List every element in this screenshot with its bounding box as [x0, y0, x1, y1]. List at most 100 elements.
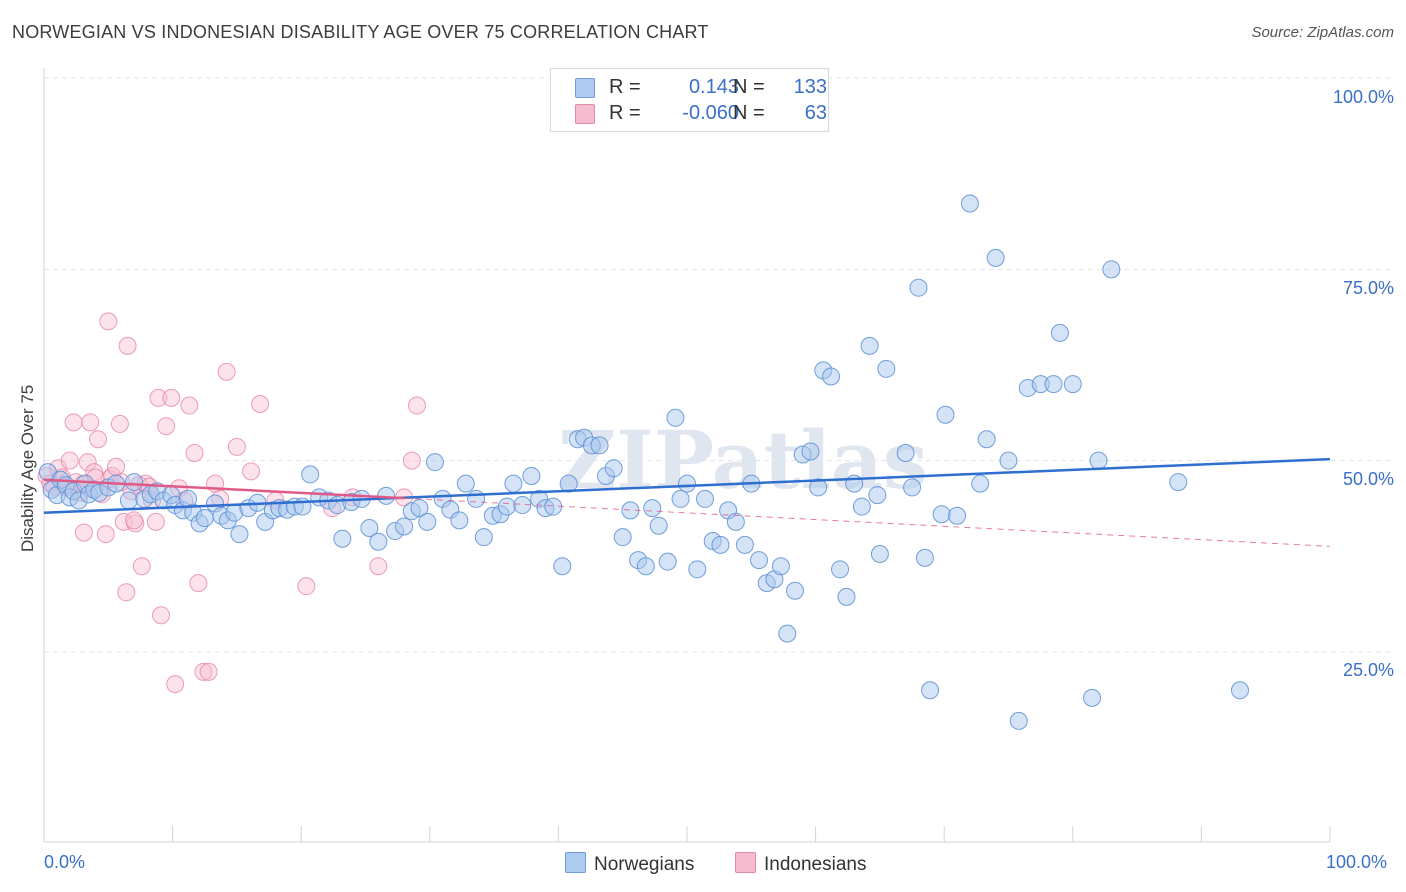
x-tick-label-min: 0.0%: [44, 852, 86, 872]
legend-n-value: 133: [793, 76, 827, 98]
norwegian-point: [809, 478, 828, 497]
norwegian-point: [870, 545, 889, 564]
indonesian-point: [157, 417, 176, 436]
norwegian-point: [868, 486, 887, 505]
indonesian-point: [227, 437, 246, 456]
bottom-legend-label: Indonesians: [764, 854, 867, 875]
norwegian-point: [903, 478, 922, 497]
y-tick-label-75: 75.0%: [1342, 278, 1394, 298]
norwegian-point: [230, 525, 249, 544]
indonesian-point: [180, 396, 199, 415]
indonesian-point: [89, 430, 108, 449]
norwegian-point: [1089, 451, 1108, 470]
watermark: ZIPatlas: [558, 413, 928, 507]
norwegian-point: [977, 430, 996, 449]
indonesian-point: [78, 453, 97, 472]
bottom-legend-swatch-blue: [565, 852, 586, 873]
norwegian-point: [960, 194, 979, 213]
norwegian-point: [678, 474, 696, 493]
norwegian-point: [688, 560, 707, 579]
indonesian-point: [146, 512, 165, 531]
legend-r-label: R =: [609, 76, 641, 98]
indonesian-point: [194, 662, 213, 681]
chart-source: Source: ZipAtlas.com: [1251, 24, 1394, 41]
indonesian-point: [125, 511, 144, 530]
indonesian-point: [64, 413, 83, 432]
norwegian-point: [1063, 375, 1082, 394]
norwegian-point: [613, 528, 632, 547]
indonesian-point: [126, 514, 145, 533]
norwegian-point: [696, 489, 715, 508]
indonesian-point: [99, 312, 118, 331]
chart-title: NORWEGIAN VS INDONESIAN DISABILITY AGE O…: [12, 22, 709, 42]
norwegian-point: [735, 535, 754, 554]
y-tick-label-100: 100.0%: [1332, 87, 1394, 107]
y-tick-label-25: 25.0%: [1342, 660, 1394, 680]
norwegian-point: [822, 367, 841, 386]
legend-n-value: 63: [804, 102, 827, 124]
legend-swatch-pink: [575, 104, 595, 124]
norwegian-point: [636, 557, 655, 576]
indonesian-point: [107, 457, 126, 476]
norwegian-point: [999, 451, 1018, 470]
norwegian-point: [896, 443, 915, 462]
norwegian-point: [425, 453, 444, 472]
indonesian-point: [132, 557, 151, 576]
norwegian-point: [1230, 681, 1249, 700]
norwegian-point: [852, 497, 871, 516]
norwegian-point: [333, 529, 352, 548]
indonesian-point: [242, 462, 261, 481]
bottom-legend-norwegians: Norwegians: [565, 852, 694, 876]
norwegian-point: [559, 474, 578, 493]
legend-n-label: N =: [733, 76, 765, 98]
norwegian-point: [786, 581, 805, 600]
bottom-legend-indonesians: Indonesians: [735, 852, 866, 876]
norwegian-point: [1044, 375, 1063, 394]
indonesian-trend-extension: [404, 497, 1331, 547]
norwegian-point: [604, 459, 623, 478]
indonesian-point: [251, 395, 270, 414]
norwegian-point: [1009, 711, 1028, 730]
indonesian-point: [217, 362, 236, 381]
indonesian-point: [96, 525, 115, 544]
norwegian-point: [553, 557, 572, 576]
indonesian-point: [152, 606, 171, 625]
norwegian-point: [658, 552, 677, 571]
indonesian-point: [199, 662, 218, 681]
indonesian-point: [60, 451, 79, 470]
norwegian-point: [369, 532, 388, 551]
indonesian-point: [162, 388, 181, 407]
indonesian-point: [402, 451, 421, 470]
y-tick-label-50: 50.0%: [1342, 469, 1394, 489]
legend-swatch-blue: [575, 78, 595, 98]
norwegian-point: [915, 548, 934, 567]
indonesian-point: [118, 336, 137, 355]
indonesian-point: [369, 557, 388, 576]
norwegian-point: [1083, 688, 1102, 707]
y-axis-label: Disability Age Over 75: [18, 384, 37, 552]
norwegian-point: [522, 466, 541, 485]
norwegian-point: [1169, 473, 1188, 492]
norwegian-point: [360, 518, 379, 537]
norwegian-point: [410, 499, 429, 518]
norwegian-point: [860, 336, 879, 355]
norwegian-point: [666, 408, 685, 427]
indonesian-point: [166, 675, 185, 694]
norwegian-point: [877, 359, 896, 378]
legend-r-value: -0.060: [682, 102, 739, 124]
norwegian-point: [456, 474, 475, 493]
norwegian-point: [450, 511, 469, 530]
norwegian-point: [1050, 323, 1069, 342]
indonesian-point: [149, 388, 168, 407]
indonesian-point: [189, 574, 208, 593]
bottom-legend-label: Norwegians: [594, 854, 695, 875]
norwegian-point: [778, 624, 797, 643]
indonesian-point: [185, 443, 204, 462]
norwegian-point: [986, 248, 1005, 267]
indonesian-point: [297, 577, 316, 596]
norwegian-point: [837, 587, 856, 606]
norwegian-point: [932, 505, 951, 524]
norwegian-point: [831, 560, 850, 579]
norwegian-point: [771, 557, 790, 576]
norwegian-point: [125, 473, 144, 492]
